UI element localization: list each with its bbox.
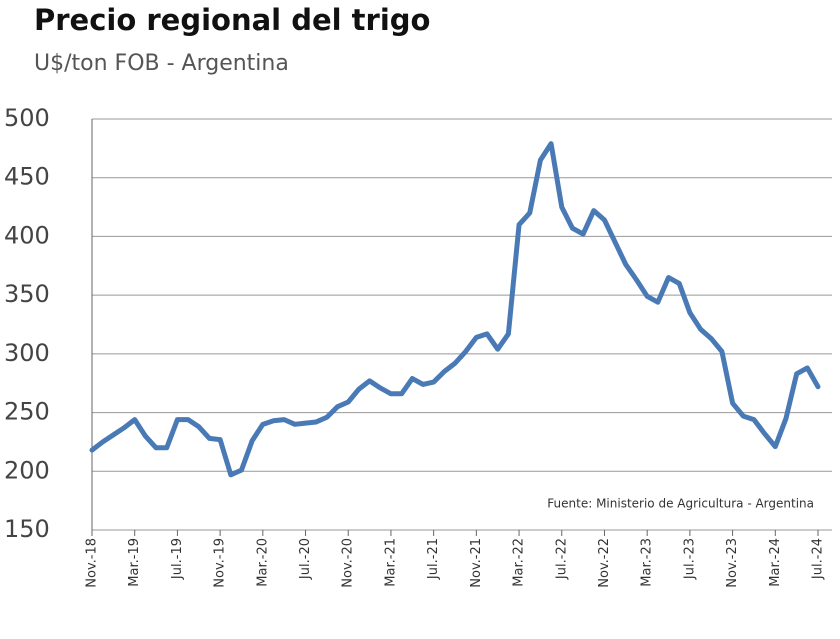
x-tick-label: Mar.-22 [512,538,527,587]
x-tick-label: Nov.-21 [469,538,484,588]
x-tick-label: Nov.-18 [85,538,100,588]
y-tick-label: 350 [4,280,50,308]
x-tick-label: Nov.-23 [725,538,740,588]
x-tick-label: Jul.-24 [811,538,826,580]
x-tick-label: Mar.-19 [127,538,142,587]
x-tick-label: Mar.-24 [768,538,783,587]
y-tick-label: 200 [4,456,50,484]
y-tick-label: 300 [4,339,50,367]
y-tick-label: 450 [4,163,50,191]
y-tick-label: 250 [4,398,50,426]
chart-title: Precio regional del trigo [34,3,430,37]
x-tick-label: Jul.-20 [298,538,313,580]
source-note: Fuente: Ministerio de Agricultura - Arge… [547,497,814,511]
y-tick-label: 500 [4,104,50,132]
x-tick-label: Nov.-20 [341,538,356,588]
x-tick-label: Jul.-22 [554,538,569,580]
x-tick-label: Nov.-19 [213,538,228,588]
x-tick-label: Mar.-20 [255,538,270,587]
x-tick-label: Mar.-21 [383,538,398,587]
x-tick-label: Mar.-23 [640,538,655,587]
y-tick-label: 400 [4,221,50,249]
data-line [89,141,821,478]
x-tick-label: Jul.-23 [682,538,697,580]
y-tick-label: 150 [4,515,50,543]
x-tick-label: Jul.-21 [426,538,441,580]
chart-subtitle: U$/ton FOB - Argentina [34,51,289,76]
x-tick-label: Nov.-22 [597,538,612,588]
x-tick-label: Jul.-19 [170,538,185,580]
